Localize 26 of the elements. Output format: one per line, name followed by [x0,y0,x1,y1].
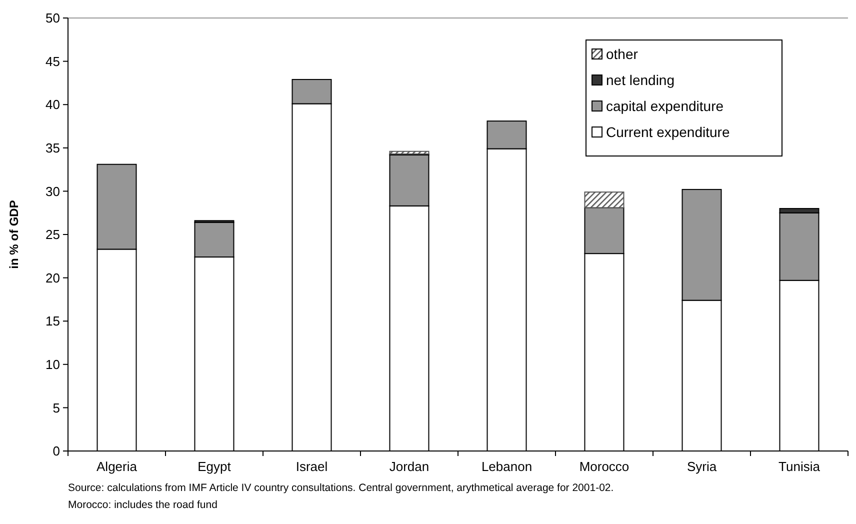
legend-label: net lending [606,72,675,88]
legend-label: Current expenditure [606,124,730,140]
source-note: Source: calculations from IMF Article IV country consultations. Central government, arythmetical average for 2001-02. [68,482,614,494]
x-tick-label: Jordan [389,459,430,474]
x-tick-label: Algeria [96,459,138,474]
y-tick-label: 20 [46,270,60,286]
y-tick-label: 45 [46,54,60,69]
y-tick-label: 10 [46,356,60,372]
y-tick-label: 15 [46,314,60,329]
text: Morocco: includes the road fund [68,499,218,511]
y-axis-title: in % of GDP [7,200,21,269]
y-tick-label: 40 [46,97,60,112]
y-tick-label: 25 [46,227,60,242]
x-tick-label: Egypt [198,459,232,474]
y-tick-label: 0 [52,444,60,459]
legend-label: other [606,46,638,62]
y-tick-label: 50 [46,10,60,26]
x-tick-label: Tunisia [778,459,821,474]
legend-label: capital expenditure [606,98,724,114]
y-tick-label: 35 [46,140,60,156]
x-tick-label: Israel [296,459,328,474]
x-tick-label: Lebanon [481,459,532,474]
x-tick-label: Morocco [579,459,630,474]
y-tick-label: 5 [52,400,60,416]
y-tick-label: 30 [46,184,60,199]
x-tick-label: Syria [686,459,718,474]
